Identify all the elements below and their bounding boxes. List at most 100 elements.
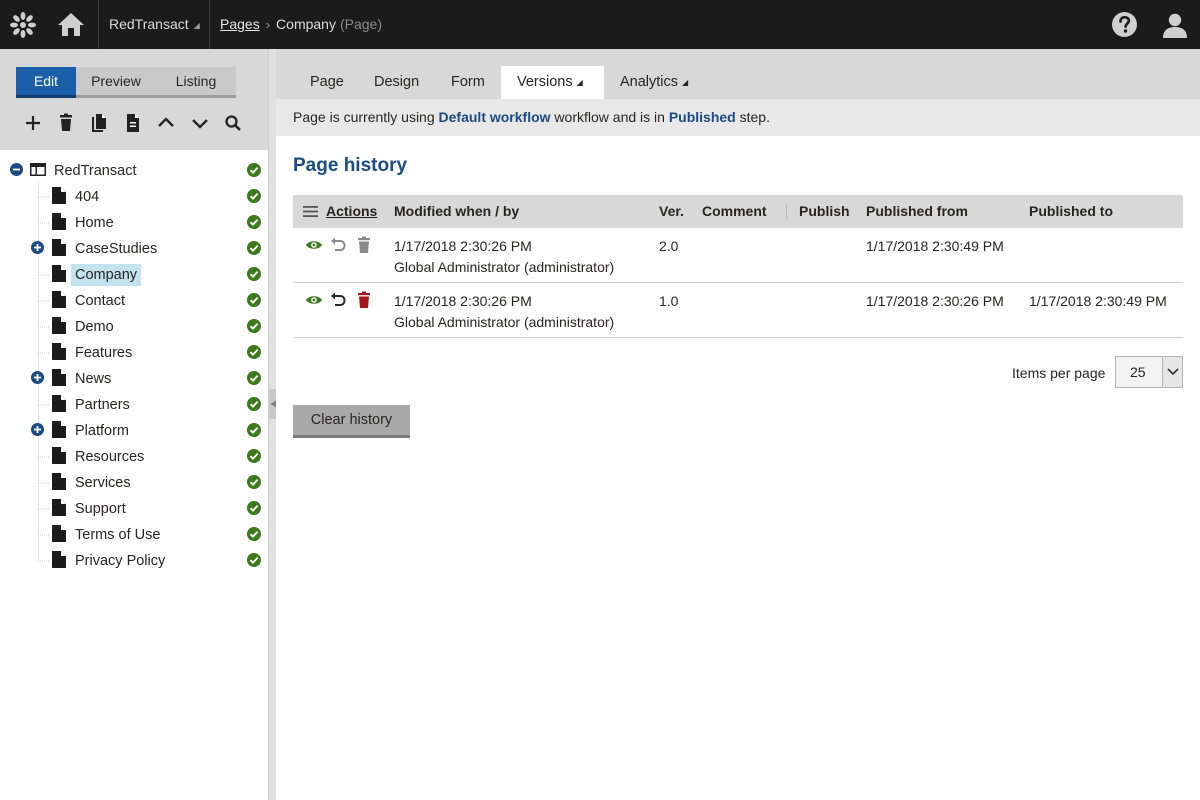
tree-node-label[interactable]: News bbox=[75, 371, 112, 387]
delete-icon[interactable] bbox=[55, 111, 77, 135]
published-check-icon bbox=[247, 553, 261, 567]
kentico-logo-icon[interactable] bbox=[9, 11, 37, 39]
view-icon[interactable] bbox=[305, 236, 323, 254]
page-icon bbox=[52, 265, 66, 282]
breadcrumb-type: (Page) bbox=[339, 16, 382, 32]
tree-node: Contact bbox=[0, 288, 268, 314]
tree-node: Terms of Use bbox=[0, 522, 268, 548]
tree-node: Home bbox=[0, 210, 268, 236]
published-check-icon bbox=[247, 215, 261, 229]
items-per-page-select[interactable]: 25 bbox=[1115, 356, 1183, 388]
add-icon[interactable] bbox=[22, 111, 44, 135]
breadcrumb-current: Company bbox=[276, 16, 336, 32]
delete-icon[interactable] bbox=[355, 291, 373, 309]
tab-versions[interactable]: Versions ◢ bbox=[501, 66, 604, 99]
tree-node-label[interactable]: Platform bbox=[75, 423, 129, 439]
tab-analytics[interactable]: Analytics ◢ bbox=[604, 66, 704, 99]
user-icon[interactable] bbox=[1161, 11, 1189, 39]
move-up-icon[interactable] bbox=[155, 111, 177, 135]
breadcrumb-pages-link[interactable]: Pages bbox=[220, 16, 260, 32]
tree-node: Company bbox=[0, 262, 268, 288]
menu-icon[interactable] bbox=[303, 206, 318, 217]
page-icon bbox=[52, 473, 66, 490]
delete-icon[interactable] bbox=[355, 236, 373, 254]
tree-connector bbox=[38, 274, 50, 276]
modified-cell: 1/17/2018 2:30:26 PM Global Administrato… bbox=[394, 236, 614, 278]
help-icon[interactable] bbox=[1111, 11, 1138, 38]
published-check-icon bbox=[247, 163, 261, 177]
home-icon[interactable] bbox=[56, 9, 86, 39]
workflow-info-bar: Page is currently using Default workflow… bbox=[276, 99, 1200, 136]
tree-node-label[interactable]: Home bbox=[75, 215, 114, 231]
tree-node-label[interactable]: Company bbox=[71, 264, 142, 286]
tree-connector bbox=[38, 456, 50, 458]
collapse-panel-handle[interactable]: ◀ bbox=[269, 389, 277, 419]
search-icon[interactable] bbox=[222, 111, 244, 135]
modified-when: 1/17/2018 2:30:26 PM bbox=[394, 293, 532, 309]
actions-column-header[interactable]: Actions bbox=[326, 203, 378, 219]
tree-node-label[interactable]: Contact bbox=[75, 293, 125, 309]
tree-node-label[interactable]: Features bbox=[75, 345, 133, 361]
expand-icon[interactable] bbox=[31, 241, 44, 254]
published-from-column-header: Published from bbox=[866, 203, 968, 219]
tree-node-label[interactable]: Privacy Policy bbox=[75, 553, 166, 569]
view-icon[interactable] bbox=[305, 291, 323, 309]
clear-history-button[interactable]: Clear history bbox=[293, 405, 410, 438]
tab-form[interactable]: Form bbox=[435, 66, 501, 99]
published-check-icon bbox=[247, 189, 261, 203]
notice-text: workflow and is in bbox=[550, 109, 669, 125]
move-down-icon[interactable] bbox=[189, 111, 211, 135]
copy-icon[interactable] bbox=[88, 111, 110, 135]
chevron-left-icon: ◀ bbox=[270, 399, 277, 408]
tree-node: Resources bbox=[0, 444, 268, 470]
preview-mode-button[interactable]: Preview bbox=[76, 67, 156, 95]
page-tabs: Page Design Form Versions ◢ Analytics ◢ bbox=[276, 49, 1200, 99]
collapse-icon[interactable] bbox=[10, 163, 23, 176]
tree-node: 404 bbox=[0, 184, 268, 210]
tree-node: Privacy Policy bbox=[0, 548, 268, 574]
caret-down-icon: ◢ bbox=[682, 78, 689, 87]
tree-node-label[interactable]: Partners bbox=[75, 397, 130, 413]
site-selector[interactable]: RedTransact ◢ bbox=[109, 16, 200, 32]
tree-connector bbox=[38, 404, 50, 406]
topbar-divider bbox=[98, 0, 99, 49]
main-content: Page Design Form Versions ◢ Analytics ◢ Pa… bbox=[276, 49, 1200, 800]
tree-connector bbox=[38, 196, 50, 198]
tree-node-label[interactable]: Terms of Use bbox=[75, 527, 161, 543]
published-from-cell: 1/17/2018 2:30:26 PM bbox=[866, 293, 1004, 309]
tab-label: Design bbox=[374, 74, 420, 90]
table-row: 1/17/2018 2:30:26 PM Global Administrato… bbox=[293, 228, 1183, 283]
chevron-down-icon bbox=[1162, 357, 1182, 387]
top-bar: RedTransact ◢ Pages › Company (Page) bbox=[0, 0, 1200, 49]
tree-connector bbox=[38, 352, 50, 354]
page-icon[interactable] bbox=[122, 111, 144, 135]
expand-icon[interactable] bbox=[31, 371, 44, 384]
version-cell: 1.0 bbox=[659, 293, 679, 309]
published-check-icon bbox=[247, 267, 261, 281]
items-per-page-value: 25 bbox=[1130, 364, 1146, 380]
expand-icon[interactable] bbox=[31, 423, 44, 436]
tree-node-label[interactable]: Demo bbox=[75, 319, 114, 335]
edit-mode-button[interactable]: Edit bbox=[16, 67, 76, 95]
panel-splitter[interactable]: ◀ bbox=[268, 49, 277, 800]
tree-node-label[interactable]: Services bbox=[75, 475, 131, 491]
rollback-icon[interactable] bbox=[329, 291, 347, 309]
workflow-step: Published bbox=[668, 109, 736, 125]
tree-node-label[interactable]: RedTransact bbox=[54, 163, 137, 179]
page-icon bbox=[52, 447, 66, 464]
rollback-icon[interactable] bbox=[329, 236, 347, 254]
tree-node-label[interactable]: 404 bbox=[75, 189, 100, 205]
page-icon bbox=[52, 317, 66, 334]
page-icon bbox=[52, 213, 66, 230]
page-icon bbox=[52, 525, 66, 542]
tab-page[interactable]: Page bbox=[294, 66, 360, 99]
page-title: Page history bbox=[293, 155, 408, 176]
page-icon bbox=[52, 187, 66, 204]
page-icon bbox=[52, 551, 66, 568]
tree-node-label[interactable]: Support bbox=[75, 501, 126, 517]
site-name: RedTransact bbox=[109, 16, 189, 32]
tab-design[interactable]: Design bbox=[358, 66, 435, 99]
tree-node-label[interactable]: CaseStudies bbox=[75, 241, 158, 257]
tree-node-label[interactable]: Resources bbox=[75, 449, 145, 465]
listing-mode-button[interactable]: Listing bbox=[156, 67, 236, 95]
